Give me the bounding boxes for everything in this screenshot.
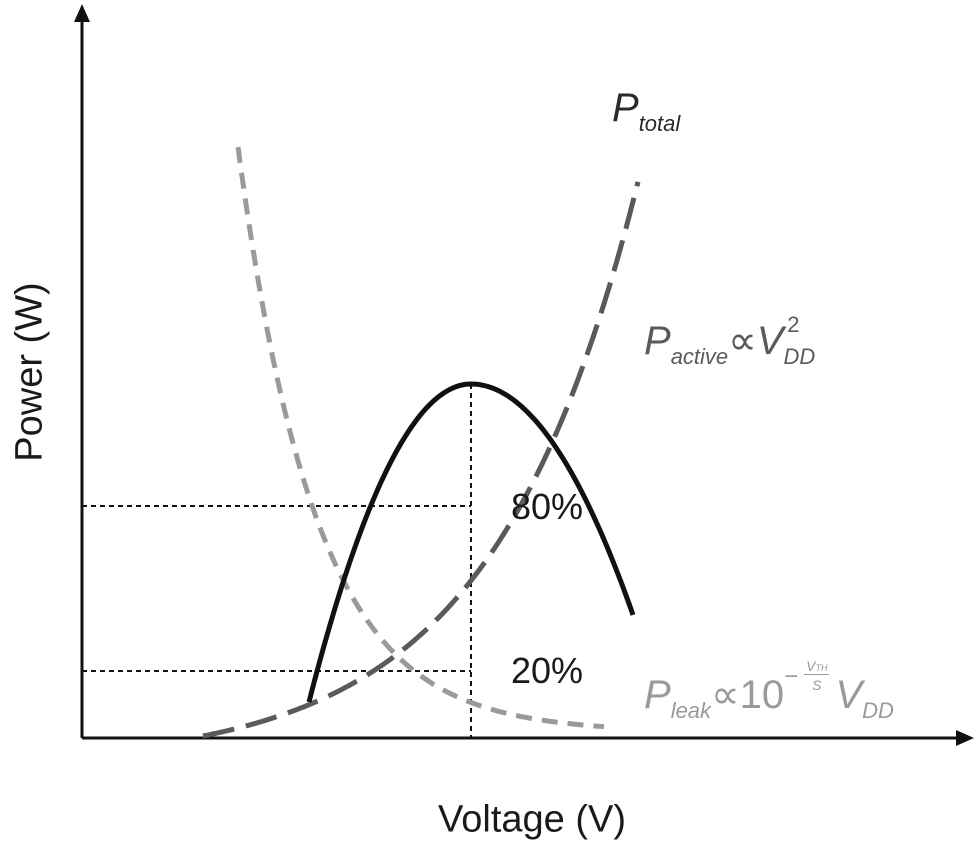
leak-symbol: P (644, 673, 671, 717)
leak-subscript: leak (670, 698, 712, 723)
y-axis-arrow (74, 4, 90, 22)
leak-var-subscript: DD (862, 698, 894, 723)
x-axis-title: Voltage (V) (438, 798, 626, 841)
y-axis-title: Power (W) (8, 282, 51, 462)
leakage-power-label: Pleak∝10− VTH S VDD (644, 658, 894, 723)
total-symbol: P (612, 86, 639, 130)
leak-base: 10 (739, 673, 785, 717)
leak-variable: V (835, 673, 863, 717)
leak-exp-sign: − (784, 663, 799, 690)
leak-share-label: 20% (511, 650, 584, 691)
active-power-label: Pactive∝VDD 2 (644, 312, 815, 369)
active-share-label: 80% (511, 486, 584, 527)
leakage-power-curve (235, 146, 605, 730)
leak-exp-numerator: VTH (804, 658, 830, 676)
total-power-curve (306, 381, 636, 703)
active-power-curve (202, 181, 641, 739)
active-var-subscript: DD (783, 344, 816, 369)
leak-exponent-fraction: VTH S (804, 658, 830, 694)
active-exponent: 2 (787, 312, 800, 337)
total-subscript: total (638, 111, 681, 136)
active-subscript: active (670, 344, 729, 369)
active-symbol: P (644, 319, 671, 363)
leak-exp-denominator: S (812, 677, 822, 694)
x-axis-arrow (956, 730, 974, 746)
active-variable: V (756, 319, 784, 363)
proportional-symbol: ∝ (728, 319, 757, 363)
leak-proportional-symbol: ∝ (711, 673, 740, 717)
total-power-label: Ptotal (612, 86, 680, 136)
